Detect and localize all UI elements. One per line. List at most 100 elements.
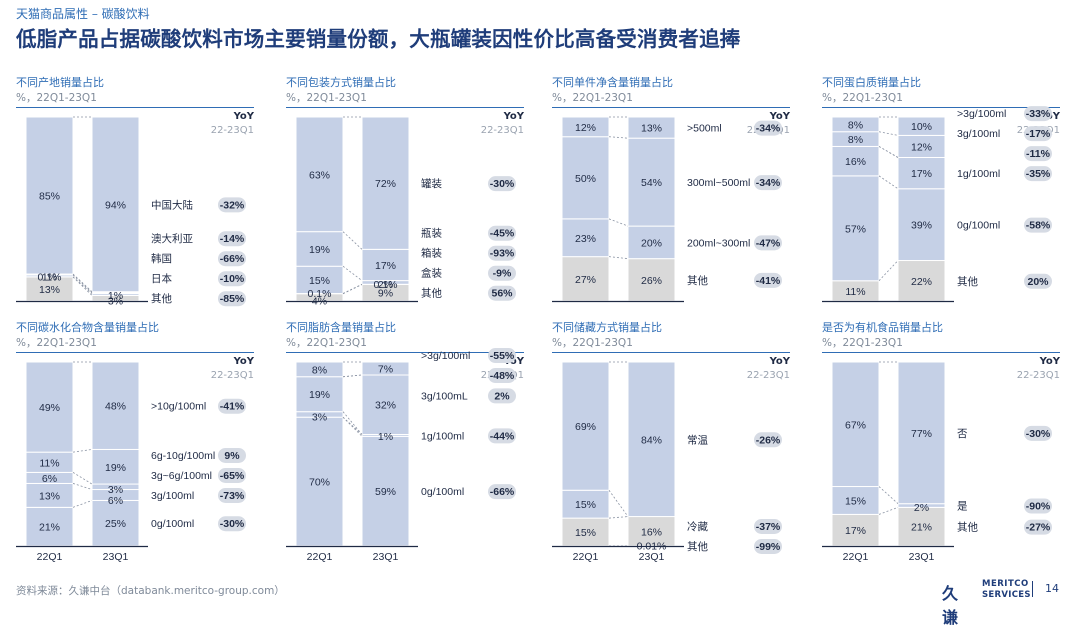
data-label: 54% [641, 177, 662, 189]
data-label: 17% [845, 525, 866, 537]
data-label: 77% [911, 428, 932, 440]
data-label: 27% [575, 274, 596, 286]
yoy-value: -45% [490, 228, 515, 240]
yoy-value: -66% [220, 253, 245, 265]
legend-label: 是 [957, 501, 968, 513]
yoy-value: -66% [490, 486, 515, 498]
data-label: 25% [105, 518, 126, 530]
legend-label: >3g/100ml [957, 108, 1006, 120]
logo-text-line2: SERVICES [982, 590, 1031, 600]
data-label: 48% [105, 401, 126, 413]
logo-text-line1: MERITCO [982, 579, 1029, 589]
data-label: 3% [108, 484, 123, 496]
connector-line [343, 412, 362, 435]
category-label: 23Q1 [373, 551, 399, 563]
data-label: 11% [845, 286, 865, 298]
yoy-value: 56% [491, 288, 513, 300]
stacked-bar-chart: 13%3%0.1%1%1%85%94%其他-85%日本-10%韩国-66%澳大利… [16, 74, 256, 324]
data-label: 84% [641, 434, 662, 446]
legend-label: 3g~6g/100ml [151, 470, 212, 482]
legend-label: 300ml~500ml [687, 177, 750, 189]
yoy-value: -33% [1026, 108, 1051, 120]
legend-label: 其他 [687, 274, 708, 287]
yoy-value: -65% [220, 470, 245, 482]
data-label: 8% [848, 119, 863, 131]
connector-line [343, 375, 362, 377]
yoy-value: -17% [1026, 128, 1051, 140]
yoy-value: -85% [220, 293, 245, 305]
data-label: 32% [375, 400, 396, 412]
legend-label: 韩国 [151, 252, 172, 265]
data-label: 13% [39, 490, 60, 502]
yoy-value: -58% [1026, 220, 1051, 232]
yoy-value: -32% [220, 199, 245, 211]
data-label: 57% [845, 223, 866, 235]
yoy-value: -11% [1026, 148, 1051, 160]
connector-line [73, 449, 92, 452]
legend-label: 1g/100ml [421, 430, 464, 442]
data-label: 26% [641, 275, 662, 287]
category-label: 22Q1 [37, 551, 63, 563]
data-label: 0.1% [308, 288, 332, 300]
connector-line [73, 277, 92, 294]
legend-label: 盒装 [421, 267, 442, 280]
connector-line [609, 137, 628, 138]
data-label: 94% [105, 199, 126, 211]
stacked-bar-chart: 0.01%15%16%15%69%84%其他-99%冷藏-37%常温-26%22… [552, 319, 792, 569]
legend-label: 澳大利亚 [151, 232, 193, 245]
yoy-value: 9% [224, 450, 240, 462]
data-label: 67% [845, 419, 866, 431]
breadcrumb: 天猫商品属性 – 碳酸饮料 [16, 5, 150, 22]
yoy-value: -93% [490, 248, 515, 260]
connector-line [343, 232, 362, 250]
yoy-value: -27% [1026, 522, 1051, 534]
yoy-value: -73% [220, 490, 245, 502]
connector-line [343, 266, 362, 280]
data-label: 19% [309, 244, 330, 256]
data-label: 23% [575, 233, 596, 245]
legend-label: 罐装 [421, 177, 442, 190]
stacked-bar-chart: 21%25%13%6%6%3%11%19%49%48%0g/100ml-30%3… [16, 319, 256, 569]
connector-line [609, 517, 628, 519]
chart-panel: 不同脂肪含量销量占比%，22Q1-23Q1YoY22-23Q170%59%1%3… [286, 319, 526, 559]
yoy-value: -48% [490, 370, 515, 382]
data-label: 15% [309, 275, 330, 287]
yoy-value: -10% [220, 273, 245, 285]
data-label: 19% [105, 462, 126, 474]
yoy-value: -14% [220, 233, 245, 245]
data-label: 13% [39, 284, 60, 296]
connector-line [609, 219, 628, 226]
legend-label: 中国大陆 [151, 198, 193, 211]
data-label: 16% [845, 156, 866, 168]
yoy-value: 20% [1027, 276, 1049, 288]
data-label: 15% [575, 527, 596, 539]
legend-label: 3g/100ml [151, 490, 194, 502]
data-label: 50% [575, 173, 596, 185]
yoy-value: -35% [1026, 168, 1051, 180]
yoy-value: -44% [490, 430, 515, 442]
legend-label: 否 [957, 428, 968, 440]
legend-label: 其他 [151, 292, 172, 305]
data-label: 3% [312, 412, 327, 424]
connector-line [879, 146, 898, 157]
legend-label: >3g/100ml [421, 350, 470, 362]
legend-label: 6g-10g/100ml [151, 450, 215, 462]
footer-divider [1032, 581, 1033, 597]
legend-label: 日本 [151, 272, 172, 285]
data-label: 7% [378, 364, 393, 376]
connector-line [73, 483, 92, 489]
legend-label: 其他 [687, 540, 708, 553]
stacked-bar-chart: 27%26%23%20%50%54%12%13%其他-41%200ml~300m… [552, 74, 792, 324]
legend-label: 200ml~300ml [687, 237, 750, 249]
connector-line [879, 176, 898, 189]
legend-label: 冷藏 [687, 520, 708, 533]
yoy-value: -41% [756, 275, 781, 287]
chart-panel: 不同单件净含量销量占比%，22Q1-23Q1YoY22-23Q127%26%23… [552, 74, 792, 314]
legend-label: 箱装 [421, 247, 442, 260]
legend-label: 瓶装 [421, 227, 442, 240]
category-label: 22Q1 [843, 551, 869, 563]
data-label: 6% [108, 495, 123, 507]
